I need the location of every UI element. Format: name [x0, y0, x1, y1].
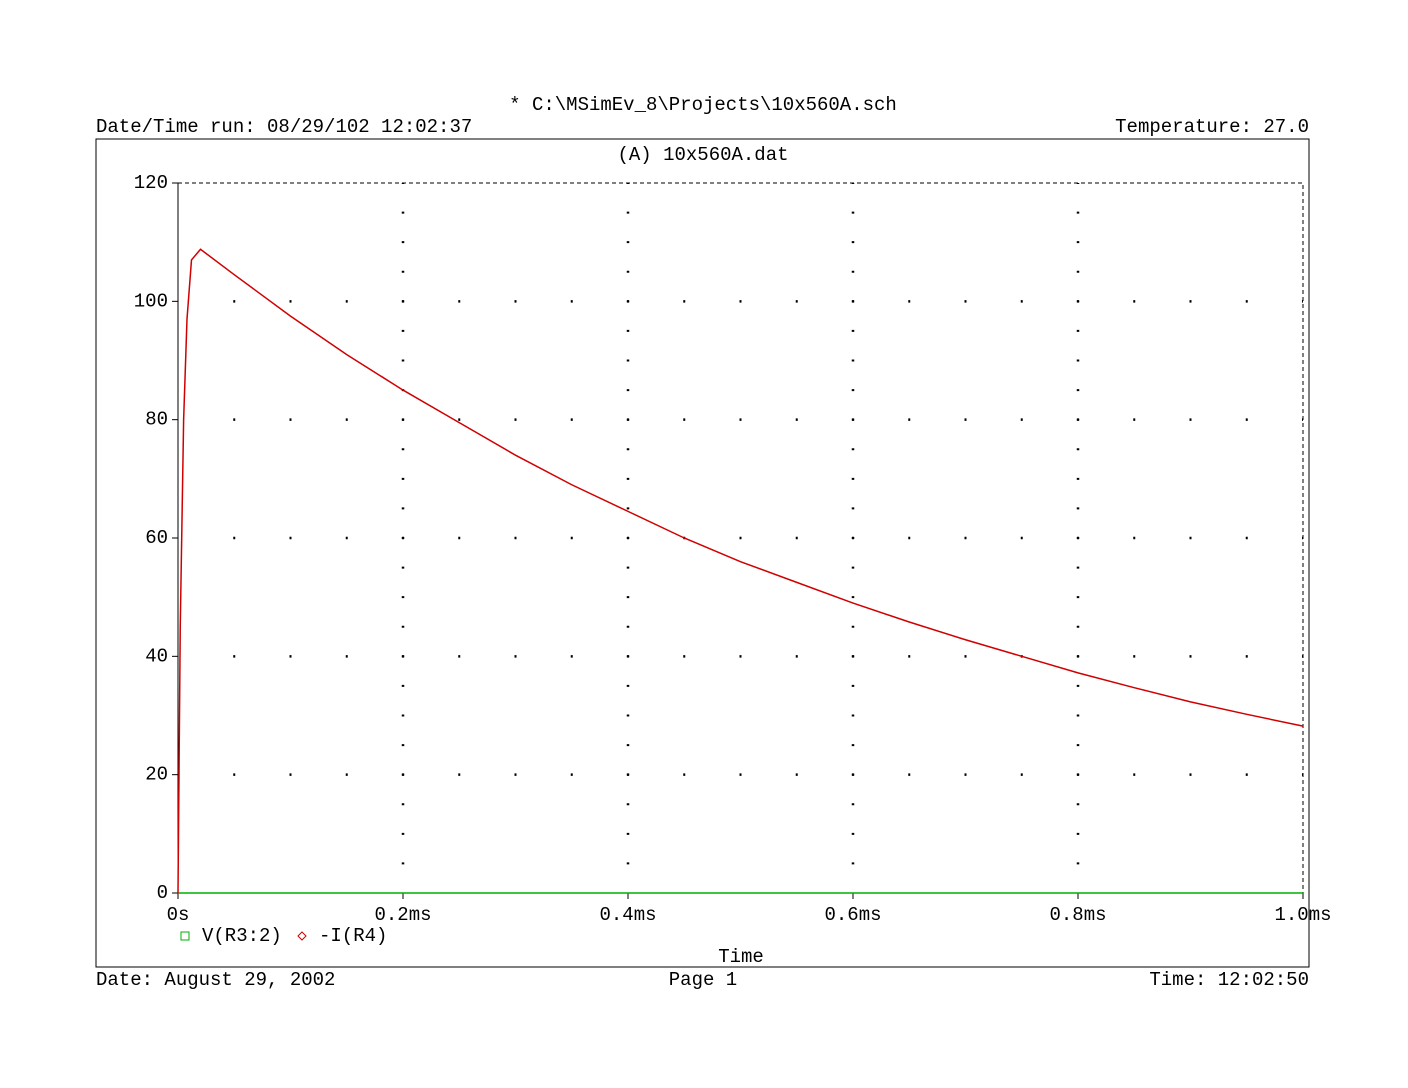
- line: [177, 248, 1304, 894]
- y-tick-label: 40: [145, 645, 168, 667]
- x-tick-label: 0.2ms: [374, 904, 431, 926]
- subtitle: (A) 10x560A.dat: [617, 144, 788, 166]
- footer-date: Date: August 29, 2002: [96, 969, 335, 991]
- y-tick-label: 20: [145, 764, 168, 786]
- legend-marker: [180, 931, 190, 941]
- chart-title: * C:\MSimEv_8\Projects\10x560A.sch: [509, 94, 897, 116]
- footer-time: Time: 12:02:50: [1149, 969, 1309, 991]
- legend-label: -I(R4): [319, 925, 387, 947]
- y-tick-label: 80: [145, 409, 168, 431]
- x-tick-label: 0.8ms: [1049, 904, 1106, 926]
- x-tick-label: 0s: [167, 904, 190, 926]
- legend-label: V(R3:2): [202, 925, 282, 947]
- y-tick-label: 120: [134, 172, 168, 194]
- x-tick-label: 0.6ms: [824, 904, 881, 926]
- frame: [95, 138, 1310, 968]
- x-tick-label: 1.0ms: [1274, 904, 1331, 926]
- temperature: Temperature: 27.0: [1115, 116, 1309, 138]
- footer-page: Page 1: [669, 969, 737, 991]
- legend-marker: [297, 931, 307, 941]
- run-info: Date/Time run: 08/29/102 12:02:37: [96, 116, 472, 138]
- x-tick-label: 0.4ms: [599, 904, 656, 926]
- y-tick-label: 60: [145, 527, 168, 549]
- x-axis-label: Time: [718, 946, 764, 968]
- y-tick-label: 100: [134, 290, 168, 312]
- y-tick-label: 0: [157, 882, 168, 904]
